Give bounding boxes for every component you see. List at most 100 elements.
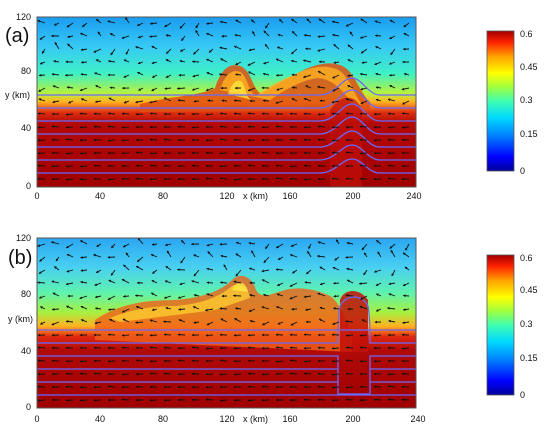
velocity-arrow — [263, 61, 270, 65]
velocity-arrow — [179, 48, 186, 52]
velocity-arrow — [304, 281, 312, 284]
velocity-arrow — [52, 292, 60, 297]
velocity-arrow — [109, 33, 116, 37]
velocity-arrow — [136, 22, 144, 27]
velocity-arrow — [135, 265, 144, 271]
velocity-arrow — [345, 334, 354, 337]
velocity-arrow — [65, 399, 74, 402]
velocity-arrow — [67, 100, 74, 104]
velocity-arrow — [179, 59, 186, 63]
panel-b-frame — [36, 237, 417, 409]
velocity-arrow — [65, 138, 74, 141]
velocity-arrow — [263, 256, 270, 264]
velocity-arrow — [319, 99, 326, 103]
velocity-arrow — [389, 84, 396, 89]
velocity-arrow — [121, 334, 130, 337]
velocity-arrow — [80, 98, 88, 102]
velocity-arrow — [52, 100, 60, 104]
velocity-arrow — [149, 22, 158, 25]
panel-a-x-tick: 120 — [219, 191, 234, 201]
velocity-arrow — [235, 61, 242, 66]
velocity-arrow — [65, 282, 74, 286]
velocity-arrow — [248, 241, 256, 245]
velocity-arrow — [402, 321, 410, 324]
panel-a-x-tick: 40 — [95, 191, 105, 201]
panel-a-y-tick: 0 — [26, 181, 31, 191]
velocity-arrow — [37, 112, 46, 115]
velocity-arrow — [276, 46, 284, 50]
velocity-arrow — [345, 346, 354, 349]
velocity-arrow — [261, 279, 270, 284]
velocity-arrow — [363, 252, 368, 258]
velocity-arrow — [402, 282, 410, 287]
velocity-arrow — [162, 320, 172, 323]
velocity-arrow — [375, 86, 382, 89]
velocity-arrow — [401, 347, 410, 350]
panel-b-x-tick: 0 — [34, 414, 39, 424]
velocity-arrow — [134, 294, 144, 297]
panel-a-x-tick: 0 — [34, 191, 39, 201]
velocity-arrow — [373, 398, 382, 402]
velocity-arrow — [39, 35, 46, 40]
velocity-arrow — [96, 243, 102, 247]
panel-a-label: (a) — [5, 25, 29, 47]
panel-b-x-tick: 160 — [282, 414, 297, 424]
velocity-arrow — [349, 31, 354, 37]
velocity-arrow — [291, 269, 298, 274]
velocity-arrow — [79, 295, 88, 300]
velocity-arrow — [107, 59, 116, 63]
velocity-arrow — [219, 373, 228, 376]
panel-b-x-tick: 200 — [345, 414, 360, 424]
velocity-arrow — [360, 48, 368, 54]
velocity-arrow — [191, 164, 200, 168]
velocity-arrow — [177, 359, 186, 362]
velocity-arrow — [206, 32, 214, 37]
velocity-arrow — [67, 35, 74, 38]
velocity-arrow — [403, 22, 410, 28]
panel-b-plume — [95, 275, 352, 352]
velocity-arrow — [359, 72, 368, 76]
velocity-arrow — [375, 308, 382, 312]
velocity-arrow — [346, 267, 354, 271]
velocity-arrow — [333, 43, 340, 50]
velocity-arrow — [233, 99, 242, 102]
panel-b-field — [37, 238, 416, 408]
velocity-arrow — [65, 243, 74, 249]
velocity-arrow — [345, 98, 354, 102]
velocity-arrow — [193, 294, 200, 297]
velocity-arrow — [135, 305, 144, 310]
velocity-arrow — [123, 59, 130, 63]
velocity-arrow — [289, 372, 298, 375]
velocity-arrow — [405, 243, 410, 251]
velocity-arrow — [53, 60, 60, 63]
velocity-arrow — [317, 241, 326, 245]
velocity-arrow — [250, 19, 256, 24]
velocity-arrow — [151, 243, 158, 246]
velocity-arrow — [165, 265, 172, 271]
velocity-arrow — [360, 100, 368, 104]
velocity-arrow — [218, 73, 228, 76]
velocity-arrow — [206, 71, 214, 76]
velocity-arrow — [387, 98, 396, 102]
velocity-arrow — [220, 318, 228, 323]
velocity-arrow — [247, 112, 256, 115]
velocity-arrow — [107, 308, 116, 311]
velocity-arrow — [358, 282, 368, 285]
velocity-arrow — [387, 385, 396, 388]
velocity-arrow — [305, 85, 312, 89]
velocity-arrow — [191, 126, 200, 129]
velocity-arrow — [195, 30, 200, 37]
panel-b-contours — [37, 296, 416, 396]
velocity-arrow — [345, 151, 354, 154]
panel-b-x-ticks: 0 40 80 120 160 200 240 — [34, 414, 425, 424]
velocity-arrow — [65, 334, 74, 337]
velocity-arrow — [205, 177, 214, 180]
velocity-arrow — [165, 74, 172, 78]
velocity-arrow — [93, 372, 102, 375]
velocity-arrow — [375, 282, 382, 287]
velocity-arrow — [318, 18, 326, 24]
velocity-arrow — [389, 243, 396, 249]
velocity-arrow — [317, 70, 326, 76]
velocity-arrow — [95, 269, 102, 274]
velocity-arrow — [67, 43, 74, 50]
